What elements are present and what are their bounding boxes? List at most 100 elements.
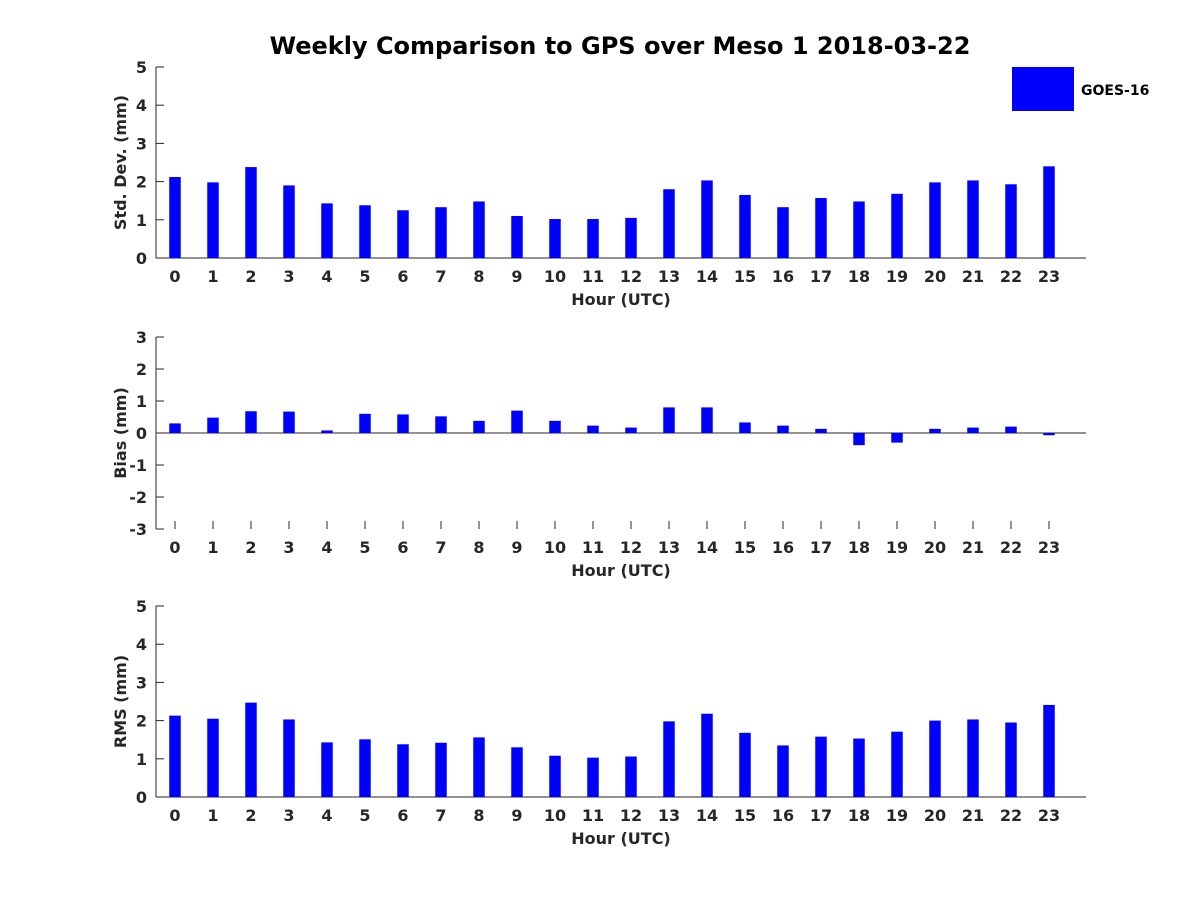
x-tick-label: 16 — [772, 267, 794, 286]
x-tick-label: 13 — [658, 806, 680, 825]
y-tick-label: -1 — [129, 456, 147, 475]
bar-hour-0 — [169, 423, 181, 433]
bar-hour-6 — [397, 744, 409, 797]
bar-hour-17 — [815, 198, 827, 258]
bar-hour-21 — [967, 427, 979, 433]
x-tick-label: 23 — [1038, 538, 1060, 557]
bar-hour-18 — [853, 433, 865, 446]
bar-hour-23 — [1043, 166, 1055, 258]
y-tick-label: 2 — [136, 712, 147, 731]
x-tick-label: 6 — [397, 806, 408, 825]
x-tick-label: 7 — [435, 806, 446, 825]
bar-hour-20 — [929, 720, 941, 797]
y-tick-label: 1 — [136, 750, 147, 769]
x-tick-label: 3 — [283, 267, 294, 286]
bar-hour-13 — [663, 189, 675, 258]
x-tick-label: 1 — [207, 267, 218, 286]
y-tick-label: 2 — [136, 360, 147, 379]
x-tick-label: 10 — [544, 267, 566, 286]
y-tick-label: 5 — [136, 58, 147, 77]
bar-hour-21 — [967, 180, 979, 258]
x-tick-label: 2 — [245, 267, 256, 286]
y-tick-label: 3 — [136, 673, 147, 692]
x-tick-label: 12 — [620, 538, 642, 557]
bar-hour-3 — [283, 719, 295, 797]
x-tick-label: 8 — [473, 806, 484, 825]
bar-hour-14 — [701, 180, 713, 258]
y-tick-label: 3 — [136, 134, 147, 153]
bar-hour-1 — [207, 718, 219, 797]
bar-hour-2 — [245, 411, 257, 433]
bar-hour-23 — [1043, 704, 1055, 797]
bar-hour-10 — [549, 420, 561, 433]
y-tick-label: 0 — [136, 249, 147, 268]
x-tick-label: 18 — [848, 538, 870, 557]
bar-hour-16 — [777, 745, 789, 797]
y-tick-label: 4 — [136, 635, 147, 654]
x-tick-label: 10 — [544, 806, 566, 825]
bar-hour-0 — [169, 177, 181, 258]
x-tick-label: 13 — [658, 267, 680, 286]
x-tick-label: 9 — [511, 267, 522, 286]
x-tick-label: 12 — [620, 806, 642, 825]
x-tick-label: 22 — [1000, 538, 1022, 557]
bar-hour-11 — [587, 219, 599, 258]
bar-hour-3 — [283, 185, 295, 258]
bar-hour-18 — [853, 738, 865, 797]
bar-hour-8 — [473, 201, 485, 258]
bar-hour-7 — [435, 416, 447, 433]
bar-hour-16 — [777, 207, 789, 258]
y-axis-label: Bias (mm) — [111, 387, 130, 479]
bar-hour-4 — [321, 742, 333, 797]
y-tick-label: 2 — [136, 173, 147, 192]
bar-hour-7 — [435, 207, 447, 258]
x-tick-label: 21 — [962, 806, 984, 825]
x-tick-label: 2 — [245, 538, 256, 557]
bar-hour-16 — [777, 425, 789, 433]
x-tick-label: 14 — [696, 538, 718, 557]
y-axis-label: RMS (mm) — [111, 655, 130, 748]
bar-hour-1 — [207, 182, 219, 258]
bar-hour-13 — [663, 721, 675, 797]
bar-hour-18 — [853, 201, 865, 258]
bar-hour-11 — [587, 757, 599, 797]
x-tick-label: 7 — [435, 267, 446, 286]
bar-hour-17 — [815, 428, 827, 433]
x-tick-label: 20 — [924, 267, 946, 286]
bar-hour-11 — [587, 425, 599, 433]
y-tick-label: -3 — [129, 520, 147, 539]
x-tick-label: 4 — [321, 538, 332, 557]
bar-hour-15 — [739, 422, 751, 433]
x-tick-label: 17 — [810, 806, 832, 825]
y-axis-label: Std. Dev. (mm) — [111, 95, 130, 230]
bar-hour-3 — [283, 411, 295, 433]
x-tick-label: 18 — [848, 806, 870, 825]
x-tick-label: 8 — [473, 538, 484, 557]
bar-hour-19 — [891, 433, 903, 443]
x-tick-label: 6 — [397, 538, 408, 557]
x-tick-label: 2 — [245, 806, 256, 825]
bar-hour-7 — [435, 742, 447, 797]
x-tick-label: 12 — [620, 267, 642, 286]
x-tick-label: 17 — [810, 538, 832, 557]
x-tick-label: 3 — [283, 538, 294, 557]
y-tick-label: 0 — [136, 424, 147, 443]
bar-hour-12 — [625, 217, 637, 258]
x-tick-label: 6 — [397, 267, 408, 286]
y-tick-label: 1 — [136, 392, 147, 411]
y-tick-label: 1 — [136, 211, 147, 230]
x-tick-label: 1 — [207, 806, 218, 825]
x-tick-label: 19 — [886, 267, 908, 286]
x-tick-label: 11 — [582, 806, 604, 825]
bar-hour-10 — [549, 755, 561, 797]
x-tick-label: 8 — [473, 267, 484, 286]
x-tick-label: 4 — [321, 806, 332, 825]
bar-hour-21 — [967, 719, 979, 797]
bar-hour-12 — [625, 427, 637, 433]
bar-hour-15 — [739, 732, 751, 797]
x-tick-label: 11 — [582, 538, 604, 557]
legend-label: GOES-16 — [1081, 83, 1149, 99]
bar-hour-8 — [473, 420, 485, 433]
